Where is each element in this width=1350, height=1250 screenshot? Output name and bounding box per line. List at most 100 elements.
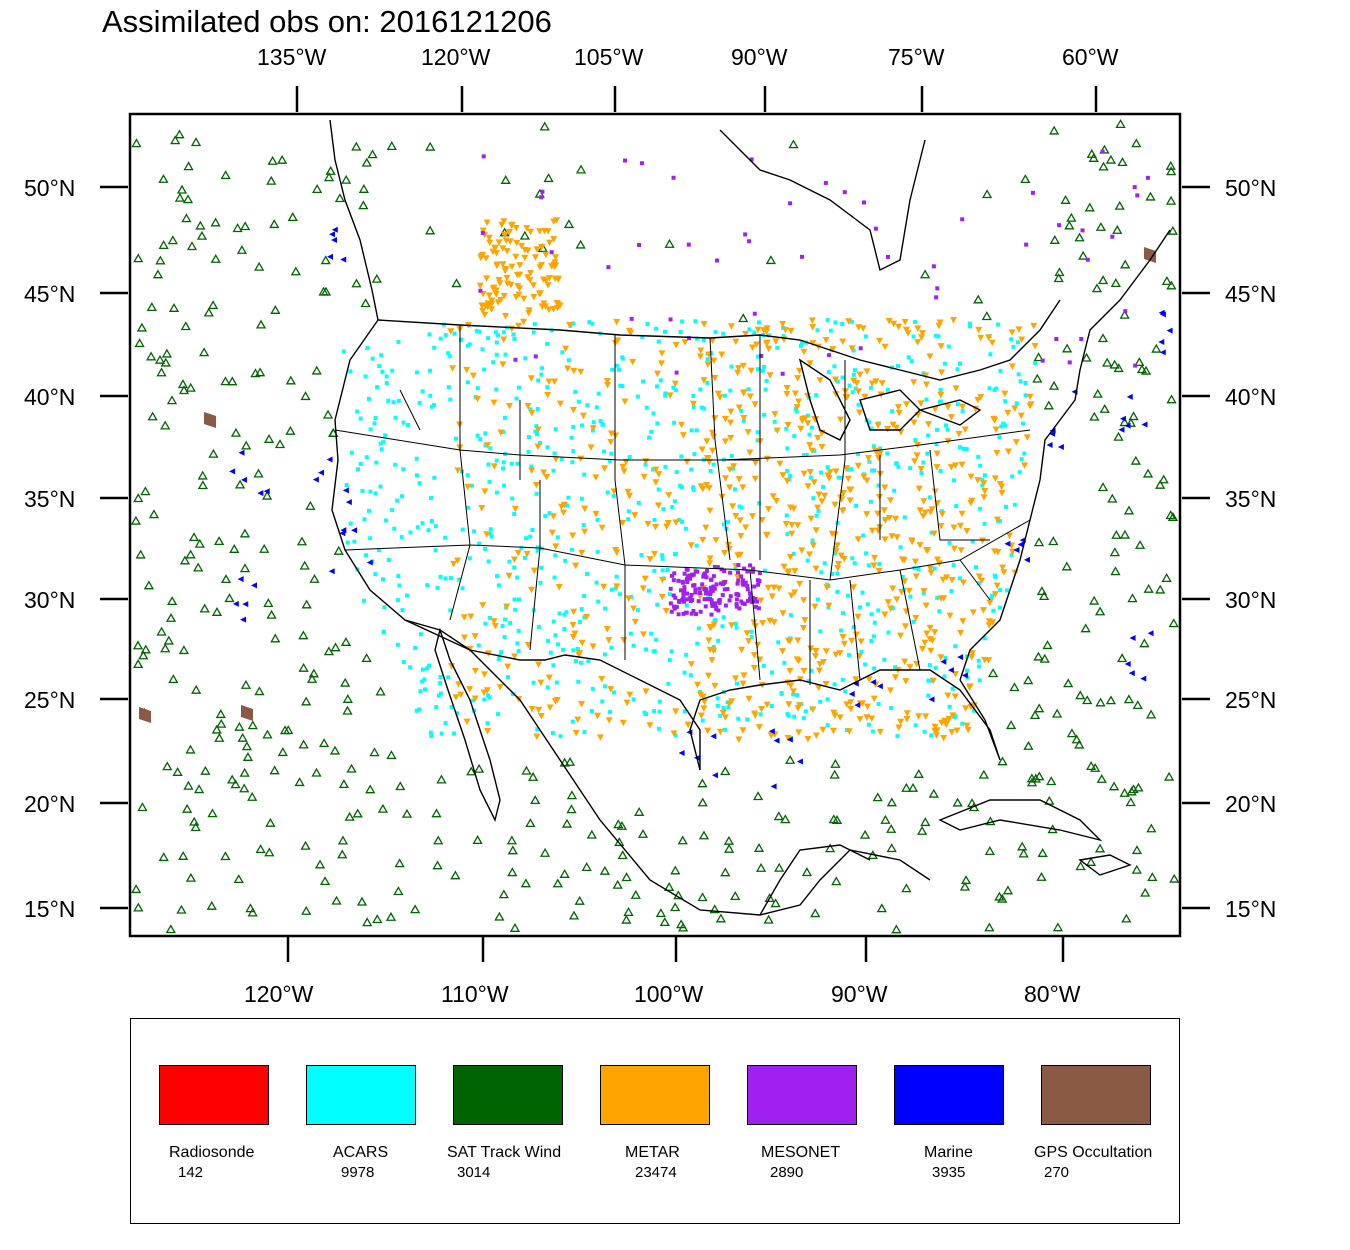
obs-marker-mesonet: [710, 603, 715, 608]
obs-marker-sat-track-wind: [1169, 873, 1180, 883]
obs-marker-acars: [725, 520, 730, 525]
obs-marker-acars: [533, 429, 538, 434]
obs-marker-metar: [931, 629, 939, 636]
obs-marker-acars: [1016, 372, 1021, 377]
obs-marker-metar: [766, 372, 774, 379]
obs-marker-metar: [856, 371, 864, 379]
obs-marker-metar: [639, 631, 647, 638]
obs-marker-metar: [926, 624, 934, 632]
obs-marker-metar: [481, 671, 489, 678]
obs-marker-metar: [536, 228, 544, 235]
obs-marker-metar: [920, 498, 928, 505]
obs-marker-metar: [812, 732, 820, 739]
obs-marker-acars: [757, 501, 762, 506]
obs-marker-metar: [901, 658, 909, 666]
obs-marker-metar: [928, 506, 936, 513]
obs-marker-acars: [566, 495, 571, 500]
obs-marker-acars: [818, 470, 823, 475]
obs-marker-acars: [788, 474, 793, 479]
obs-marker-sat-track-wind: [1166, 394, 1177, 404]
obs-marker-metar: [642, 688, 650, 695]
obs-marker-metar: [482, 255, 490, 262]
obs-marker-sat-track-wind: [320, 255, 331, 265]
obs-marker-metar: [850, 377, 858, 385]
legend-swatch-marine: [894, 1065, 1004, 1125]
obs-marker-metar: [826, 469, 834, 476]
obs-marker-metar: [721, 438, 729, 445]
obs-marker-acars: [828, 328, 833, 333]
obs-marker-metar: [516, 262, 524, 269]
obs-marker-acars: [414, 708, 419, 713]
obs-marker-metar: [958, 510, 966, 518]
obs-marker-acars: [909, 359, 914, 364]
obs-marker-acars: [672, 420, 677, 425]
obs-marker-metar: [490, 618, 498, 625]
obs-marker-metar: [906, 664, 914, 671]
obs-marker-metar: [662, 607, 670, 615]
obs-marker-sat-track-wind: [432, 860, 443, 870]
obs-marker-acars: [558, 734, 563, 739]
obs-marker-mesonet: [684, 577, 689, 582]
baja-coast: [434, 627, 501, 823]
obs-marker-mesonet: [693, 587, 698, 592]
obs-marker-metar: [512, 225, 520, 232]
obs-marker-metar: [886, 497, 894, 504]
obs-marker-metar: [795, 729, 803, 736]
obs-marker-metar: [687, 661, 695, 668]
obs-marker-metar: [490, 463, 498, 470]
obs-marker-metar: [832, 376, 840, 383]
obs-marker-acars: [976, 664, 981, 669]
obs-marker-metar: [625, 327, 633, 335]
obs-marker-acars: [374, 460, 379, 465]
obs-marker-metar: [578, 549, 586, 557]
obs-marker-sat-track-wind: [211, 606, 223, 616]
obs-marker-acars: [443, 535, 448, 540]
obs-marker-metar: [998, 489, 1006, 497]
obs-marker-metar: [550, 236, 558, 243]
obs-marker-sat-track-wind: [254, 261, 265, 271]
obs-marker-mesonet: [690, 573, 695, 578]
obs-marker-sat-track-wind: [285, 425, 296, 435]
obs-marker-sat-track-wind: [234, 721, 245, 731]
obs-marker-metar: [1008, 329, 1016, 336]
obs-marker-acars: [957, 361, 962, 366]
obs-marker-acars: [711, 462, 716, 467]
obs-marker-metar: [916, 542, 924, 549]
obs-marker-sat-track-wind: [539, 121, 550, 131]
obs-marker-acars: [900, 574, 905, 579]
obs-marker-acars: [870, 729, 875, 734]
obs-marker-metar: [956, 522, 964, 530]
obs-marker-acars: [785, 712, 790, 717]
obs-marker-mesonet: [690, 598, 695, 603]
obs-marker-metar: [985, 622, 993, 629]
obs-marker-acars: [734, 625, 739, 630]
obs-marker-mesonet: [691, 583, 696, 588]
legend-label-radiosonde: Radiosonde: [169, 1144, 255, 1161]
obs-marker-marine: [1128, 670, 1135, 677]
obs-marker-metar: [732, 675, 740, 682]
obs-marker-metar: [800, 667, 808, 675]
obs-marker-acars: [858, 605, 863, 610]
obs-marker-acars: [514, 396, 519, 401]
obs-marker-acars: [438, 675, 443, 680]
obs-marker-metar: [844, 475, 852, 483]
obs-marker-metar: [524, 247, 532, 254]
obs-marker-metar: [454, 557, 462, 564]
obs-marker-mesonet: [712, 564, 717, 569]
obs-marker-marine: [854, 702, 861, 709]
obs-marker-metar: [704, 672, 712, 680]
obs-marker-metar: [808, 317, 816, 324]
obs-marker-sat-track-wind: [188, 532, 200, 542]
obs-marker-metar: [865, 676, 873, 683]
obs-marker-metar: [630, 605, 638, 612]
obs-marker-sat-track-wind: [1140, 365, 1152, 375]
obs-marker-sat-track-wind: [240, 679, 252, 689]
obs-marker-acars: [602, 684, 607, 689]
obs-marker-acars: [733, 621, 738, 626]
obs-marker-metar: [894, 404, 902, 411]
obs-marker-acars: [644, 405, 649, 410]
obs-marker-metar: [933, 464, 941, 471]
obs-marker-acars: [933, 666, 938, 671]
obs-marker-acars: [390, 507, 395, 512]
obs-marker-sat-track-wind: [333, 545, 344, 555]
